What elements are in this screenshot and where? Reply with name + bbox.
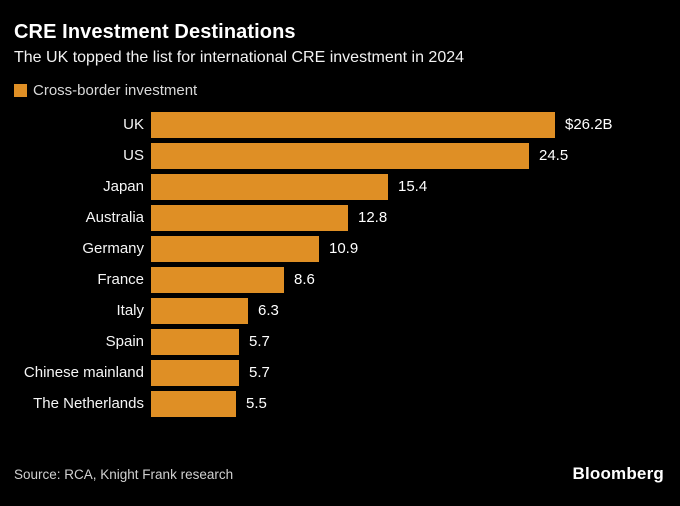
- bar: [151, 235, 319, 262]
- bar-row: France 8.6: [14, 264, 666, 295]
- category-label: UK: [123, 116, 144, 133]
- bar-row: UK $26.2B: [14, 109, 666, 140]
- bar-track: 5.7: [151, 328, 666, 355]
- category-label: France: [97, 271, 144, 288]
- bar: [151, 111, 555, 138]
- bar: [151, 266, 284, 293]
- bar-track: 10.9: [151, 235, 666, 262]
- category-label: US: [123, 147, 144, 164]
- category-label: Australia: [85, 209, 144, 226]
- value-label: 24.5: [539, 147, 569, 164]
- value-label: 5.7: [249, 364, 270, 381]
- bar-track: $26.2B: [151, 111, 666, 138]
- bar-track: 6.3: [151, 297, 666, 324]
- value-label: 15.4: [398, 178, 428, 195]
- bar-row: US 24.5: [14, 140, 666, 171]
- bloomberg-logo: Bloomberg: [572, 464, 664, 483]
- value-label: 6.3: [258, 302, 279, 319]
- footer: Source: RCA, Knight Frank research Bloom…: [14, 464, 664, 484]
- bar-row: Italy 6.3: [14, 295, 666, 326]
- bar: [151, 390, 236, 417]
- bar-row: Australia 12.8: [14, 202, 666, 233]
- value-label: 10.9: [329, 240, 359, 257]
- legend-swatch-icon: [14, 84, 27, 97]
- bar-track: 5.5: [151, 390, 666, 417]
- bar-track: 8.6: [151, 266, 666, 293]
- value-label: 8.6: [294, 271, 315, 288]
- bar: [151, 328, 239, 355]
- bar-row: Spain 5.7: [14, 326, 666, 357]
- value-label: 5.7: [249, 333, 270, 350]
- bar: [151, 204, 348, 231]
- chart-card: CRE Investment Destinations The UK toppe…: [14, 21, 666, 419]
- bar-row: Chinese mainland 5.7: [14, 357, 666, 388]
- bar-track: 15.4: [151, 173, 666, 200]
- bar: [151, 173, 388, 200]
- bar-row: Germany 10.9: [14, 233, 666, 264]
- bar: [151, 359, 239, 386]
- category-label: Germany: [82, 240, 144, 257]
- bar-track: 5.7: [151, 359, 666, 386]
- legend: Cross-border investment: [14, 82, 666, 99]
- bar: [151, 142, 529, 169]
- bar-row: The Netherlands 5.5: [14, 388, 666, 419]
- value-label: $26.2B: [565, 116, 613, 133]
- bar-chart: UK $26.2B US 24.5 Japan 15.4 Australia 12.8 Germ…: [14, 109, 666, 419]
- value-label: 5.5: [246, 395, 267, 412]
- category-label: Spain: [105, 333, 144, 350]
- bar-row: Japan 15.4: [14, 171, 666, 202]
- value-label: 12.8: [358, 209, 388, 226]
- category-label: The Netherlands: [33, 395, 144, 412]
- bar: [151, 297, 248, 324]
- bar-track: 12.8: [151, 204, 666, 231]
- chart-subtitle: The UK topped the list for international…: [14, 49, 465, 66]
- source-note: Source: RCA, Knight Frank research: [14, 467, 234, 482]
- category-label: Italy: [116, 302, 144, 319]
- category-label: Japan: [103, 178, 144, 195]
- category-label: Chinese mainland: [23, 364, 144, 381]
- chart-title: CRE Investment Destinations: [14, 21, 296, 43]
- legend-label: Cross-border investment: [33, 82, 198, 99]
- bar-track: 24.5: [151, 142, 666, 169]
